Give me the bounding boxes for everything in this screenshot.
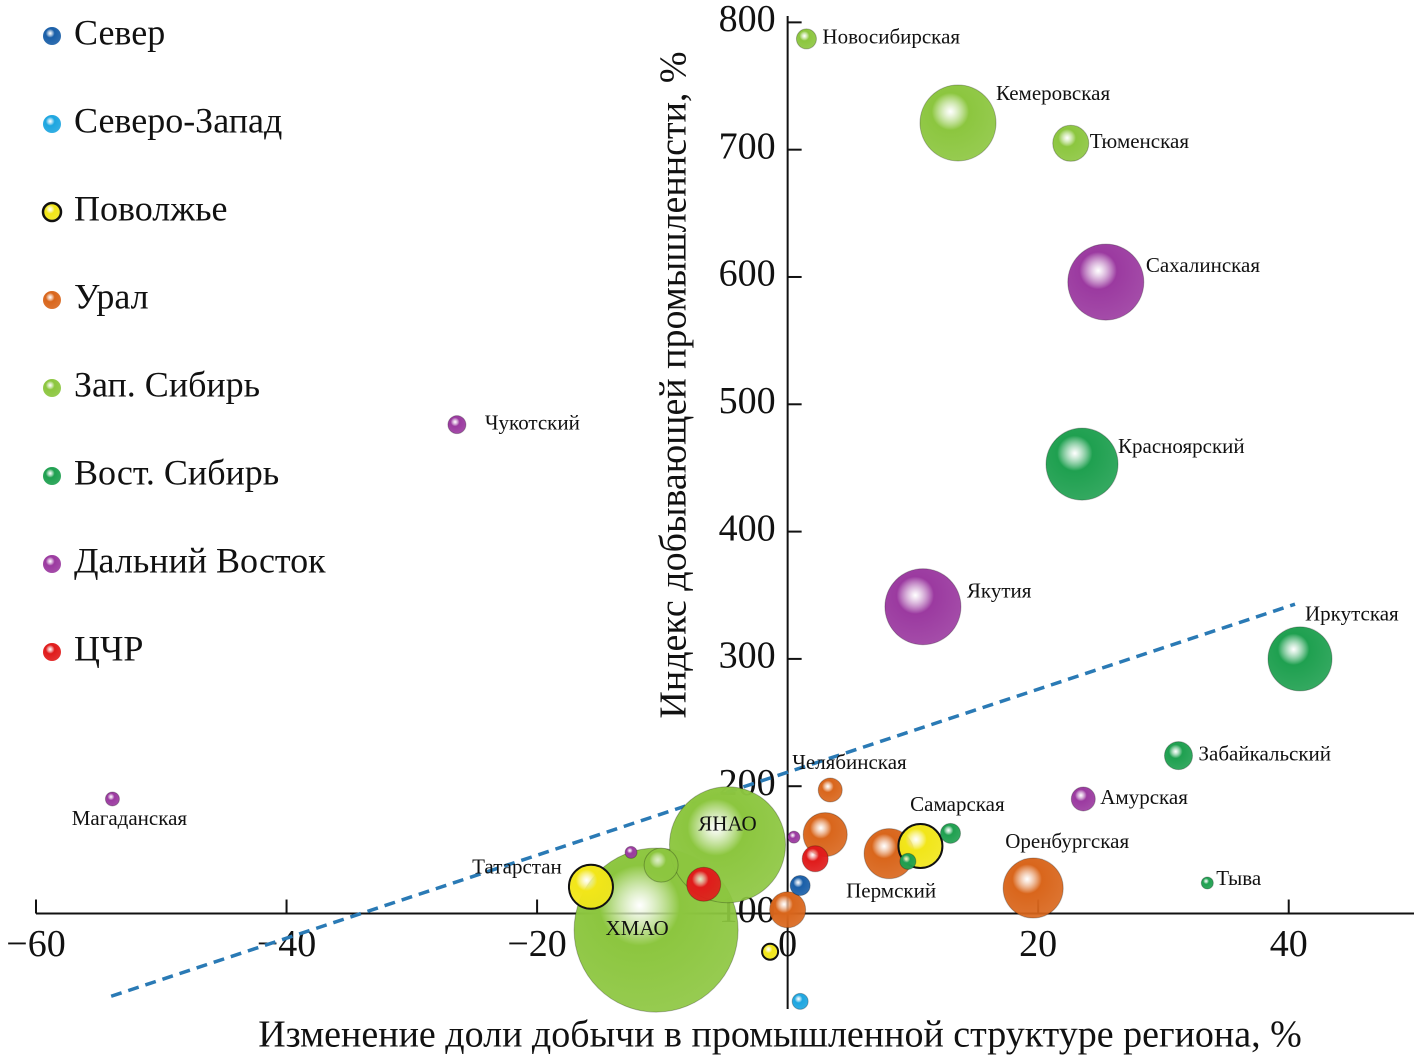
point-label: Пермский: [846, 878, 936, 902]
legend-marker: [43, 291, 61, 309]
bubble: [447, 415, 467, 435]
bubble: [1070, 786, 1096, 812]
legend-label: Поволжье: [74, 188, 228, 228]
bubble: [787, 830, 801, 844]
bubble: [567, 863, 614, 910]
point-label: Оренбургская: [1005, 829, 1129, 853]
point-label: Новосибирская: [822, 25, 960, 49]
y-tick-label: 400: [719, 507, 776, 549]
x-tick-label: 20: [1019, 923, 1057, 965]
bubble: [1163, 741, 1193, 771]
legend-marker: [43, 27, 61, 45]
bubble: [1267, 626, 1333, 692]
bubble: [104, 791, 120, 807]
bubble: [789, 875, 811, 897]
legend-label: Дальний Восток: [74, 540, 326, 580]
bubble: [624, 845, 638, 859]
y-tick-label: 800: [719, 0, 776, 40]
bubble: [643, 847, 679, 883]
bubble: [1200, 876, 1214, 890]
legend-marker: [41, 201, 63, 223]
point-label: Чукотский: [485, 410, 580, 434]
legend-label: Северо-Запад: [74, 100, 282, 140]
x-axis-title: Изменение доли добычи в промышленной стр…: [258, 1014, 1302, 1056]
point-label: Татарстан: [472, 855, 562, 879]
legend-marker: [43, 555, 61, 573]
point-label: Тюменская: [1090, 129, 1190, 153]
legend-label: Урал: [74, 276, 149, 316]
point-label: Забайкальский: [1198, 741, 1331, 765]
point-label: Сахалинская: [1146, 253, 1261, 277]
legend-label: ЦЧР: [74, 628, 143, 668]
bubble: [1067, 243, 1145, 321]
bubble: [686, 866, 722, 902]
legend-label: Зап. Сибирь: [74, 364, 260, 404]
point-label: Челябинская: [792, 750, 907, 774]
x-tick-label: 40: [1270, 923, 1308, 965]
bubble: [791, 992, 809, 1010]
bubble: [939, 822, 961, 844]
bubble: [761, 942, 780, 961]
point-label: ХМАО: [606, 916, 669, 940]
legend-marker: [43, 115, 61, 133]
y-tick-label: 700: [719, 125, 776, 167]
bubble: [919, 84, 997, 162]
legend-label: Север: [74, 12, 165, 52]
bubble: [1045, 427, 1119, 501]
point-label: Якутия: [967, 579, 1032, 603]
y-tick-label: 300: [719, 635, 776, 677]
bubble: [769, 891, 807, 929]
bubble: [795, 28, 817, 50]
point-label: Кемеровская: [996, 81, 1110, 105]
legend-marker: [43, 379, 61, 397]
point-label: Самарская: [910, 792, 1005, 816]
x-tick-label: 0: [778, 923, 797, 965]
bubble: [1052, 124, 1090, 162]
bubble: [817, 777, 843, 803]
bubble: [884, 568, 962, 646]
point-label: Тыва: [1216, 866, 1262, 890]
bubble: [899, 852, 917, 870]
point-label: Иркутская: [1305, 602, 1399, 626]
point-label: Амурская: [1100, 785, 1188, 809]
legend-marker: [43, 643, 61, 661]
bubble: [1002, 857, 1064, 919]
x-tick-label: −20: [507, 923, 566, 965]
bubble: [801, 845, 829, 873]
trend-line: [110, 602, 1296, 998]
legend-marker: [43, 467, 61, 485]
point-label: ЯНАО: [698, 812, 756, 836]
y-axis-title: Индекс добывающей промышленнсти, %: [653, 51, 695, 718]
x-tick-label: −60: [6, 923, 65, 965]
legend-label: Вост. Сибирь: [74, 452, 279, 492]
y-tick-label: 500: [719, 380, 776, 422]
point-label: Красноярский: [1118, 434, 1245, 458]
y-tick-label: 600: [719, 253, 776, 295]
point-label: Магаданская: [72, 806, 188, 830]
